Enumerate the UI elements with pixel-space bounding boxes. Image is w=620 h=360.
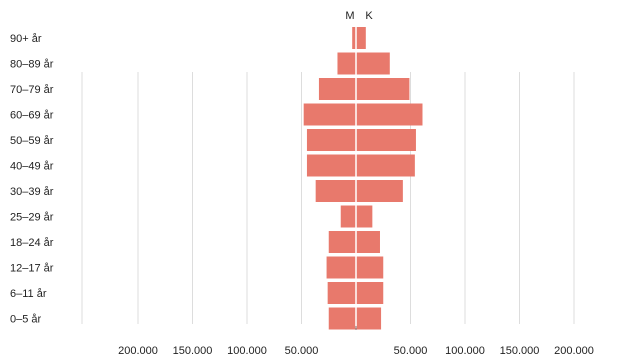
bar-female-11 bbox=[356, 307, 382, 330]
category-label-3: 60–69 år bbox=[10, 110, 54, 122]
x-tick-labels: 200.000 150.000 100.000 50.000 50.000 100.000… bbox=[118, 345, 594, 357]
bar-male-1 bbox=[337, 52, 356, 75]
bar-male-4 bbox=[306, 129, 356, 151]
x-tick-label-0: 200.000 bbox=[118, 345, 158, 357]
bars bbox=[303, 27, 423, 330]
x-tick-label-4: 50.000 bbox=[394, 345, 428, 357]
bar-female-4 bbox=[356, 129, 416, 151]
bar-male-11 bbox=[328, 307, 356, 330]
bar-female-10 bbox=[356, 282, 384, 304]
bar-female-2 bbox=[356, 78, 410, 100]
category-labels: 90+ år 80–89 år 70–79 år 60–69 år 50–59 år 40… bbox=[10, 33, 54, 326]
bar-male-3 bbox=[303, 103, 356, 126]
bar-male-5 bbox=[306, 154, 356, 177]
bar-female-3 bbox=[356, 103, 423, 126]
bar-male-10 bbox=[327, 282, 356, 304]
category-label-5: 40–49 år bbox=[10, 161, 54, 173]
category-label-4: 50–59 år bbox=[10, 135, 54, 147]
bar-male-0 bbox=[352, 27, 356, 49]
bar-male-6 bbox=[315, 180, 356, 202]
category-label-1: 80–89 år bbox=[10, 59, 54, 71]
bar-female-7 bbox=[356, 205, 373, 228]
x-tick-label-3: 50.000 bbox=[285, 345, 319, 357]
bar-female-5 bbox=[356, 154, 415, 177]
x-tick-label-5: 100.000 bbox=[445, 345, 485, 357]
bar-female-6 bbox=[356, 180, 403, 202]
x-tick-label-1: 150.000 bbox=[173, 345, 213, 357]
bar-female-0 bbox=[356, 27, 366, 49]
bar-female-1 bbox=[356, 52, 390, 75]
category-label-6: 30–39 år bbox=[10, 186, 54, 198]
bar-male-2 bbox=[318, 78, 356, 100]
series-label-female: K bbox=[365, 10, 373, 22]
bar-male-7 bbox=[340, 205, 356, 228]
category-label-9: 12–17 år bbox=[10, 263, 54, 275]
category-label-8: 18–24 år bbox=[10, 237, 54, 249]
bar-female-8 bbox=[356, 231, 380, 253]
x-tick-label-2: 100.000 bbox=[227, 345, 267, 357]
category-label-10: 6–11 år bbox=[10, 288, 47, 300]
category-label-7: 25–29 år bbox=[10, 212, 54, 224]
x-tick-label-6: 150.000 bbox=[500, 345, 540, 357]
category-label-11: 0–5 år bbox=[10, 314, 42, 326]
series-label-male: M bbox=[345, 10, 354, 22]
category-label-2: 70–79 år bbox=[10, 84, 54, 96]
bar-female-9 bbox=[356, 256, 384, 279]
category-label-0: 90+ år bbox=[10, 33, 42, 45]
bar-male-8 bbox=[328, 231, 356, 253]
x-tick-label-7: 200.000 bbox=[554, 345, 594, 357]
bar-male-9 bbox=[326, 256, 356, 279]
